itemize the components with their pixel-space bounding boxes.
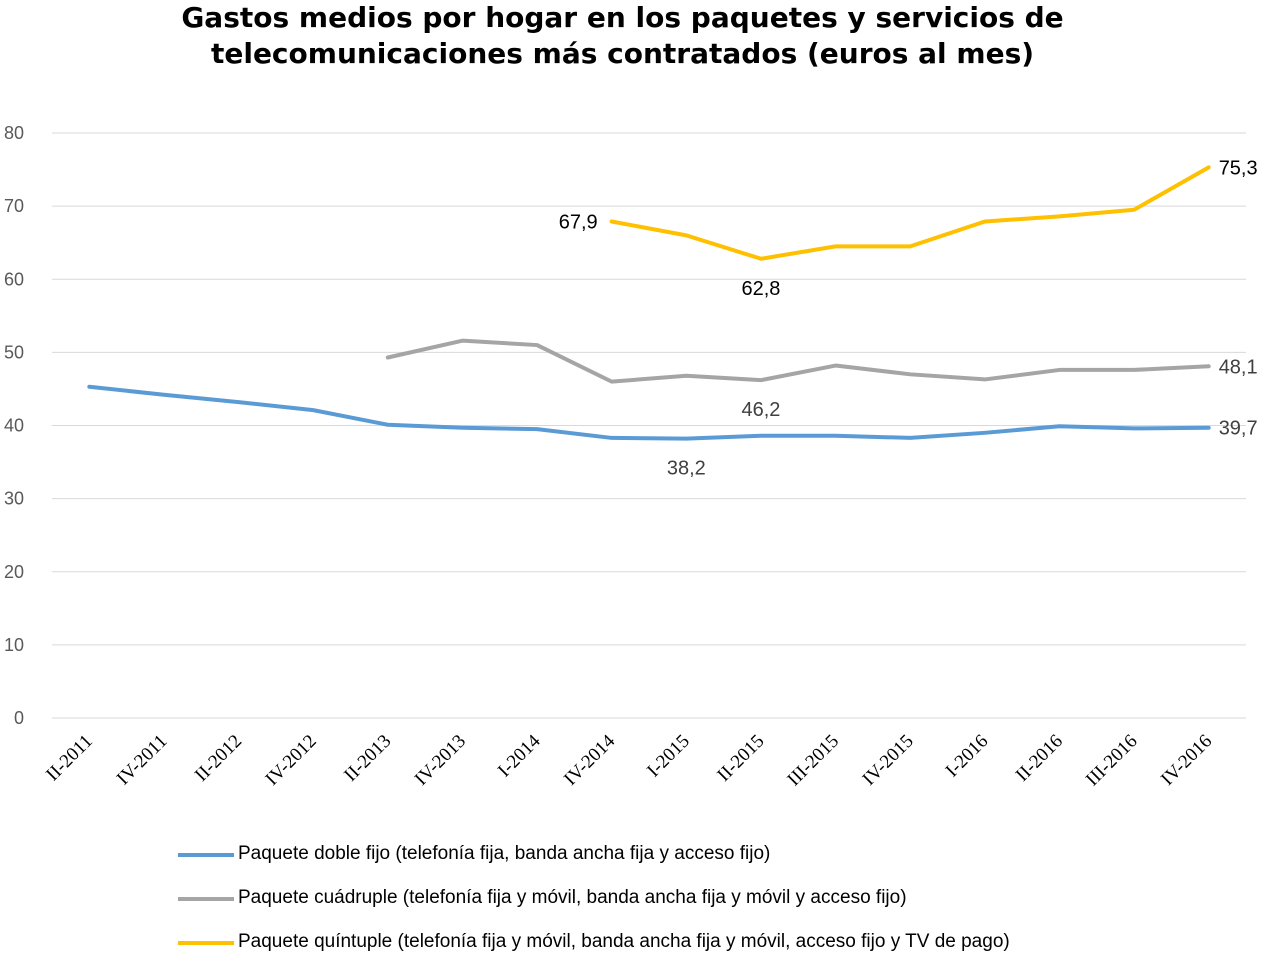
legend-swatch	[178, 941, 234, 945]
y-tick-label: 60	[4, 269, 24, 289]
data-label: 39,7	[1219, 418, 1258, 440]
x-tick-label: II-2015	[713, 731, 768, 786]
y-tick-label: 20	[4, 562, 24, 582]
x-tick-label: II-2016	[1012, 731, 1067, 786]
x-tick-label: III-2016	[1082, 731, 1142, 791]
data-label: 46,2	[741, 399, 780, 421]
y-tick-label: 10	[4, 635, 24, 655]
x-tick-label: II-2013	[340, 731, 395, 786]
x-tick-label: I-2014	[494, 730, 545, 781]
x-tick-label: IV-2014	[560, 730, 619, 789]
data-label: 38,2	[667, 458, 706, 480]
legend-label: Paquete cuádruple (telefonía fija y móvi…	[238, 887, 907, 909]
y-tick-label: 70	[4, 196, 24, 216]
y-axis-tick-labels: 0 10 20 30 40 50 60 70 80	[4, 123, 24, 728]
data-label: 67,9	[559, 211, 598, 233]
x-tick-label: I-2016	[942, 731, 993, 782]
y-tick-label: 30	[4, 489, 24, 509]
data-label: 48,1	[1219, 356, 1258, 378]
x-tick-label: I-2015	[643, 731, 694, 782]
x-tick-label: IV-2012	[262, 731, 321, 790]
x-tick-label: II-2012	[191, 731, 246, 786]
y-tick-label: 0	[14, 708, 24, 728]
data-label: 62,8	[741, 278, 780, 300]
x-tick-label: IV-2015	[859, 731, 918, 790]
x-tick-label: IV-2011	[113, 731, 172, 790]
series-line-2	[388, 341, 1209, 382]
y-tick-label: 40	[4, 416, 24, 436]
x-tick-label: IV-2016	[1157, 731, 1216, 790]
x-axis-tick-labels: II-2011 IV-2011 II-2012 IV-2012 II-2013 IV-20…	[42, 730, 1216, 790]
data-label: 75,3	[1219, 157, 1258, 179]
legend-swatch	[178, 853, 234, 857]
x-tick-label: III-2015	[783, 731, 843, 791]
y-tick-label: 80	[4, 123, 24, 143]
x-tick-label: IV-2013	[411, 731, 470, 790]
legend-label: Paquete quíntuple (telefonía fija y móvi…	[238, 931, 1010, 953]
x-tick-label: II-2011	[42, 731, 97, 786]
series-line-3	[612, 167, 1209, 258]
series-lines	[89, 167, 1208, 438]
legend-label: Paquete doble fijo (telefonía fija, band…	[238, 843, 770, 865]
legend-swatch	[178, 897, 234, 901]
series-line-1	[89, 387, 1208, 439]
y-tick-label: 50	[4, 342, 24, 362]
